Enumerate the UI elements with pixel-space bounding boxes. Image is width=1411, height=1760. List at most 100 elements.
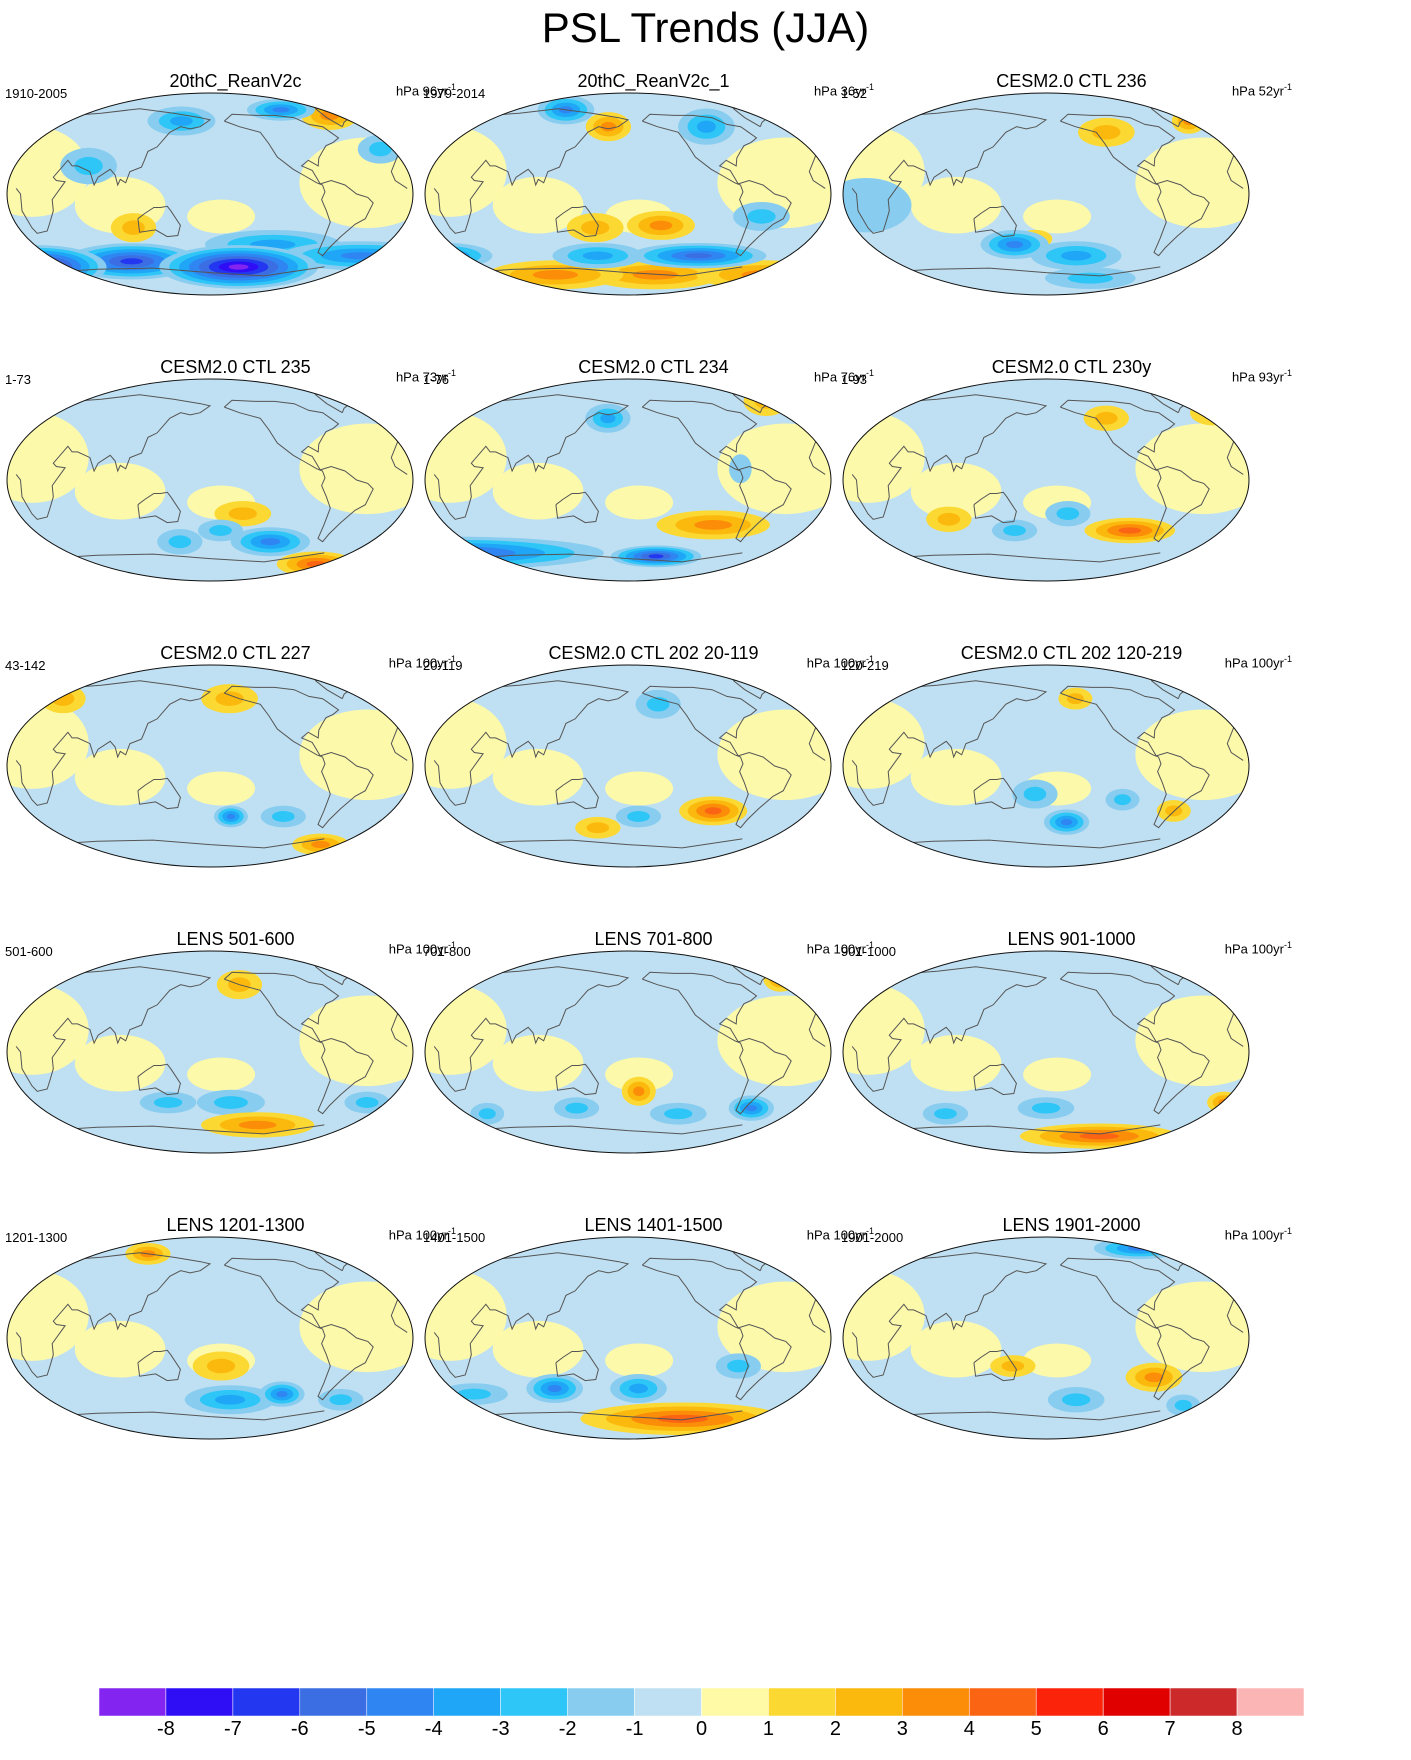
trend-contour — [600, 121, 616, 132]
coastline — [973, 777, 1017, 810]
coastline — [851, 1252, 1244, 1378]
coastline — [433, 394, 826, 520]
trend-region — [605, 1343, 674, 1378]
trend-contour — [547, 1384, 562, 1393]
colorbar-tick-label: 6 — [1097, 1718, 1109, 1740]
panel-title: LENS 1401-1500 — [584, 1215, 723, 1235]
map-field — [6, 664, 414, 868]
map-field — [424, 92, 832, 296]
trend-region — [843, 698, 925, 789]
map-field — [424, 950, 832, 1154]
trend-contour — [7, 256, 73, 278]
trend-contour — [215, 691, 244, 706]
trend-contour — [627, 811, 650, 822]
trend-region — [74, 1034, 166, 1092]
map-outline — [842, 1236, 1250, 1440]
trend-contour — [206, 1358, 236, 1374]
trend-region — [605, 485, 674, 520]
trend-region — [74, 748, 166, 806]
trend-contour — [704, 807, 722, 815]
panel-title: CESM2.0 CTL 227 — [160, 643, 311, 663]
trend-contour — [1060, 818, 1073, 826]
trend-contour — [1094, 411, 1118, 425]
trend-contour — [1006, 240, 1024, 249]
map-panel: LENS 1401-1500 1401-1500 hPa 100yr-1 — [421, 1214, 886, 1514]
trend-contour — [30, 264, 48, 270]
colorbar-tick-label: -1 — [625, 1718, 644, 1740]
map-panel: LENS 1901-2000 1901-2000 hPa 100yr-1 — [839, 1214, 1304, 1514]
map-panel: LENS 1201-1300 1201-1300 hPa 100yr-1 — [3, 1214, 468, 1514]
map-field — [842, 664, 1250, 868]
coastline — [137, 777, 181, 810]
colorbar-swatch — [433, 1687, 501, 1717]
coastline — [973, 1349, 1017, 1382]
trend-region — [492, 462, 584, 520]
coastline — [641, 971, 792, 1115]
panel-period-label: 1201-1300 — [5, 1230, 68, 1245]
trend-contour — [456, 1388, 491, 1400]
panel-title: CESM2.0 CTL 235 — [160, 357, 311, 377]
colorbar-swatch — [902, 1687, 970, 1717]
coastline — [1059, 685, 1210, 829]
map-panel: LENS 501-600 501-600 hPa 100yr-1 — [3, 928, 468, 1228]
colorbar-swatch — [567, 1687, 635, 1717]
trend-region — [910, 1034, 1002, 1092]
map-field — [842, 1236, 1250, 1440]
trend-contour — [565, 1102, 588, 1114]
trend-region — [425, 126, 507, 217]
coastline — [1059, 399, 1210, 543]
trend-contour — [600, 413, 616, 424]
colorbar-tick-label: -4 — [424, 1718, 443, 1740]
coastline — [851, 394, 1244, 520]
map-panel: CESM2.0 CTL 202 20-119 20-119 hPa 100yr-1 — [421, 642, 886, 942]
trend-region — [187, 1057, 256, 1092]
map-outline — [6, 92, 414, 296]
trend-contour — [1031, 1102, 1061, 1114]
trend-contour — [355, 1097, 379, 1108]
panel-unit-label: hPa 52yr-1 — [1231, 82, 1292, 99]
panel-unit-label: hPa 96yr-1 — [395, 82, 456, 99]
panel-period-label: 1-93 — [841, 372, 868, 387]
coastline — [223, 113, 374, 257]
panel-period-label: 1-76 — [423, 372, 450, 387]
trend-region — [7, 412, 89, 503]
trend-region — [7, 126, 89, 217]
trend-region — [425, 698, 507, 789]
trend-contour — [120, 258, 143, 265]
panel-title: LENS 1201-1300 — [166, 1215, 305, 1235]
coastline — [1059, 113, 1210, 257]
panel-unit-label: hPa 36yr-1 — [813, 82, 874, 99]
trend-contour — [581, 220, 610, 235]
map-field — [6, 378, 414, 582]
coastline — [851, 108, 1244, 234]
trend-contour — [228, 264, 249, 270]
panel-title: CESM2.0 CTL 234 — [578, 357, 729, 377]
trend-contour — [664, 1108, 693, 1120]
map-field — [6, 950, 414, 1154]
trend-region — [910, 748, 1002, 806]
map-outline — [842, 92, 1250, 296]
coastline — [137, 1063, 181, 1096]
trend-contour — [937, 512, 961, 526]
trend-contour — [633, 1086, 645, 1097]
panel-title: CESM2.0 CTL 230y — [991, 357, 1152, 377]
panel-period-label: 1979-2014 — [423, 86, 486, 101]
coastline — [641, 113, 792, 257]
trend-region — [74, 462, 166, 520]
colorbar-swatch — [232, 1687, 301, 1717]
trend-contour — [209, 525, 232, 536]
colorbar-swatch — [366, 1687, 434, 1717]
colorbar-tick-label: -7 — [223, 1718, 242, 1740]
trend-contour — [238, 1120, 277, 1130]
map-outline — [6, 378, 414, 582]
colorbar-tick-label: 1 — [762, 1718, 774, 1740]
trend-contour — [329, 1394, 353, 1406]
coastline — [641, 685, 792, 829]
trend-contour — [1118, 527, 1142, 534]
coastline — [15, 966, 408, 1092]
colorbar-tick-label: 3 — [896, 1718, 908, 1740]
panel-unit-label: hPa 73yr-1 — [395, 368, 456, 385]
colorbar-tick-label: -3 — [491, 1718, 510, 1740]
trend-contour — [934, 1108, 957, 1120]
trend-contour — [260, 538, 281, 546]
